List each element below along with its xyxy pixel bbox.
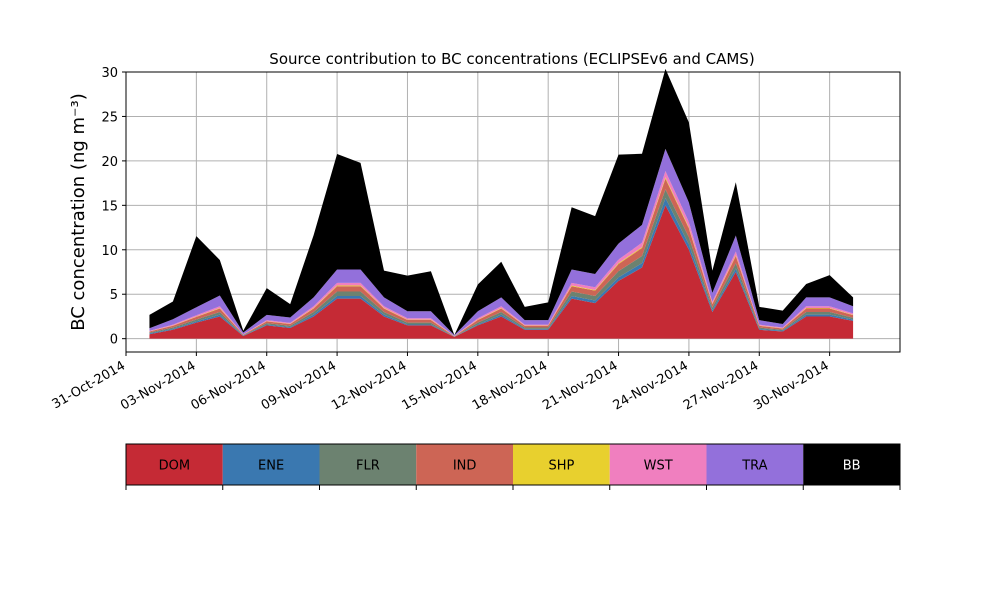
x-tick-label: 03-Nov-2014 bbox=[118, 358, 198, 413]
legend-swatch-wst bbox=[609, 444, 707, 485]
legend-label-ind: IND bbox=[453, 459, 477, 474]
y-axis-label: BC concentration (ng m⁻³) bbox=[68, 93, 89, 331]
legend-label-flr: FLR bbox=[356, 459, 380, 474]
y-tick-label: 20 bbox=[101, 155, 118, 170]
legend-swatch-tra bbox=[706, 444, 804, 485]
area-dom bbox=[149, 205, 854, 339]
legend-swatch-flr bbox=[319, 444, 417, 485]
x-tick-label: 24-Nov-2014 bbox=[611, 358, 691, 413]
y-tick-label: 15 bbox=[101, 199, 118, 214]
legend-swatch-ind bbox=[416, 444, 513, 485]
y-tick-label: 10 bbox=[101, 244, 118, 259]
plot-frame bbox=[125, 71, 901, 353]
legend-swatch-ene bbox=[222, 444, 320, 485]
legend-label-wst: WST bbox=[644, 459, 673, 474]
area-wst bbox=[149, 171, 854, 337]
y-tick-label: 25 bbox=[101, 110, 118, 125]
legend-label-shp: SHP bbox=[548, 459, 574, 474]
y-tick-label: 30 bbox=[101, 66, 118, 81]
legend-swatch-bb bbox=[803, 444, 900, 485]
x-tick-label: 15-Nov-2014 bbox=[400, 358, 480, 413]
x-tick-label: 21-Nov-2014 bbox=[540, 358, 620, 413]
chart-title: Source contribution to BC concentrations… bbox=[269, 50, 754, 68]
legend-swatch-dom bbox=[126, 444, 223, 485]
legend-label-ene: ENE bbox=[258, 459, 284, 474]
legend-label-dom: DOM bbox=[159, 459, 190, 474]
x-tick-label: 18-Nov-2014 bbox=[470, 358, 550, 413]
x-tick-label: 12-Nov-2014 bbox=[329, 358, 409, 413]
x-tick-label: 09-Nov-2014 bbox=[259, 358, 339, 413]
legend-label-tra: TRA bbox=[741, 459, 767, 474]
x-tick-label: 06-Nov-2014 bbox=[188, 358, 268, 413]
legend-swatch-shp bbox=[513, 444, 610, 485]
stacked-areas bbox=[149, 68, 854, 339]
area-bb bbox=[149, 68, 854, 336]
axes: 31-Oct-201403-Nov-201406-Nov-201409-Nov-… bbox=[50, 66, 832, 413]
x-tick-label: 27-Nov-2014 bbox=[681, 358, 761, 413]
x-tick-label: 31-Oct-2014 bbox=[50, 358, 128, 412]
y-tick-label: 5 bbox=[110, 288, 118, 303]
x-tick-label: 30-Nov-2014 bbox=[751, 358, 831, 413]
area-tra bbox=[149, 148, 854, 336]
colorbar-legend: DOM ENE FLR IND SHP WST TRA BB bbox=[125, 443, 901, 490]
legend-label-bb: BB bbox=[843, 459, 861, 474]
y-tick-label: 0 bbox=[110, 333, 118, 348]
